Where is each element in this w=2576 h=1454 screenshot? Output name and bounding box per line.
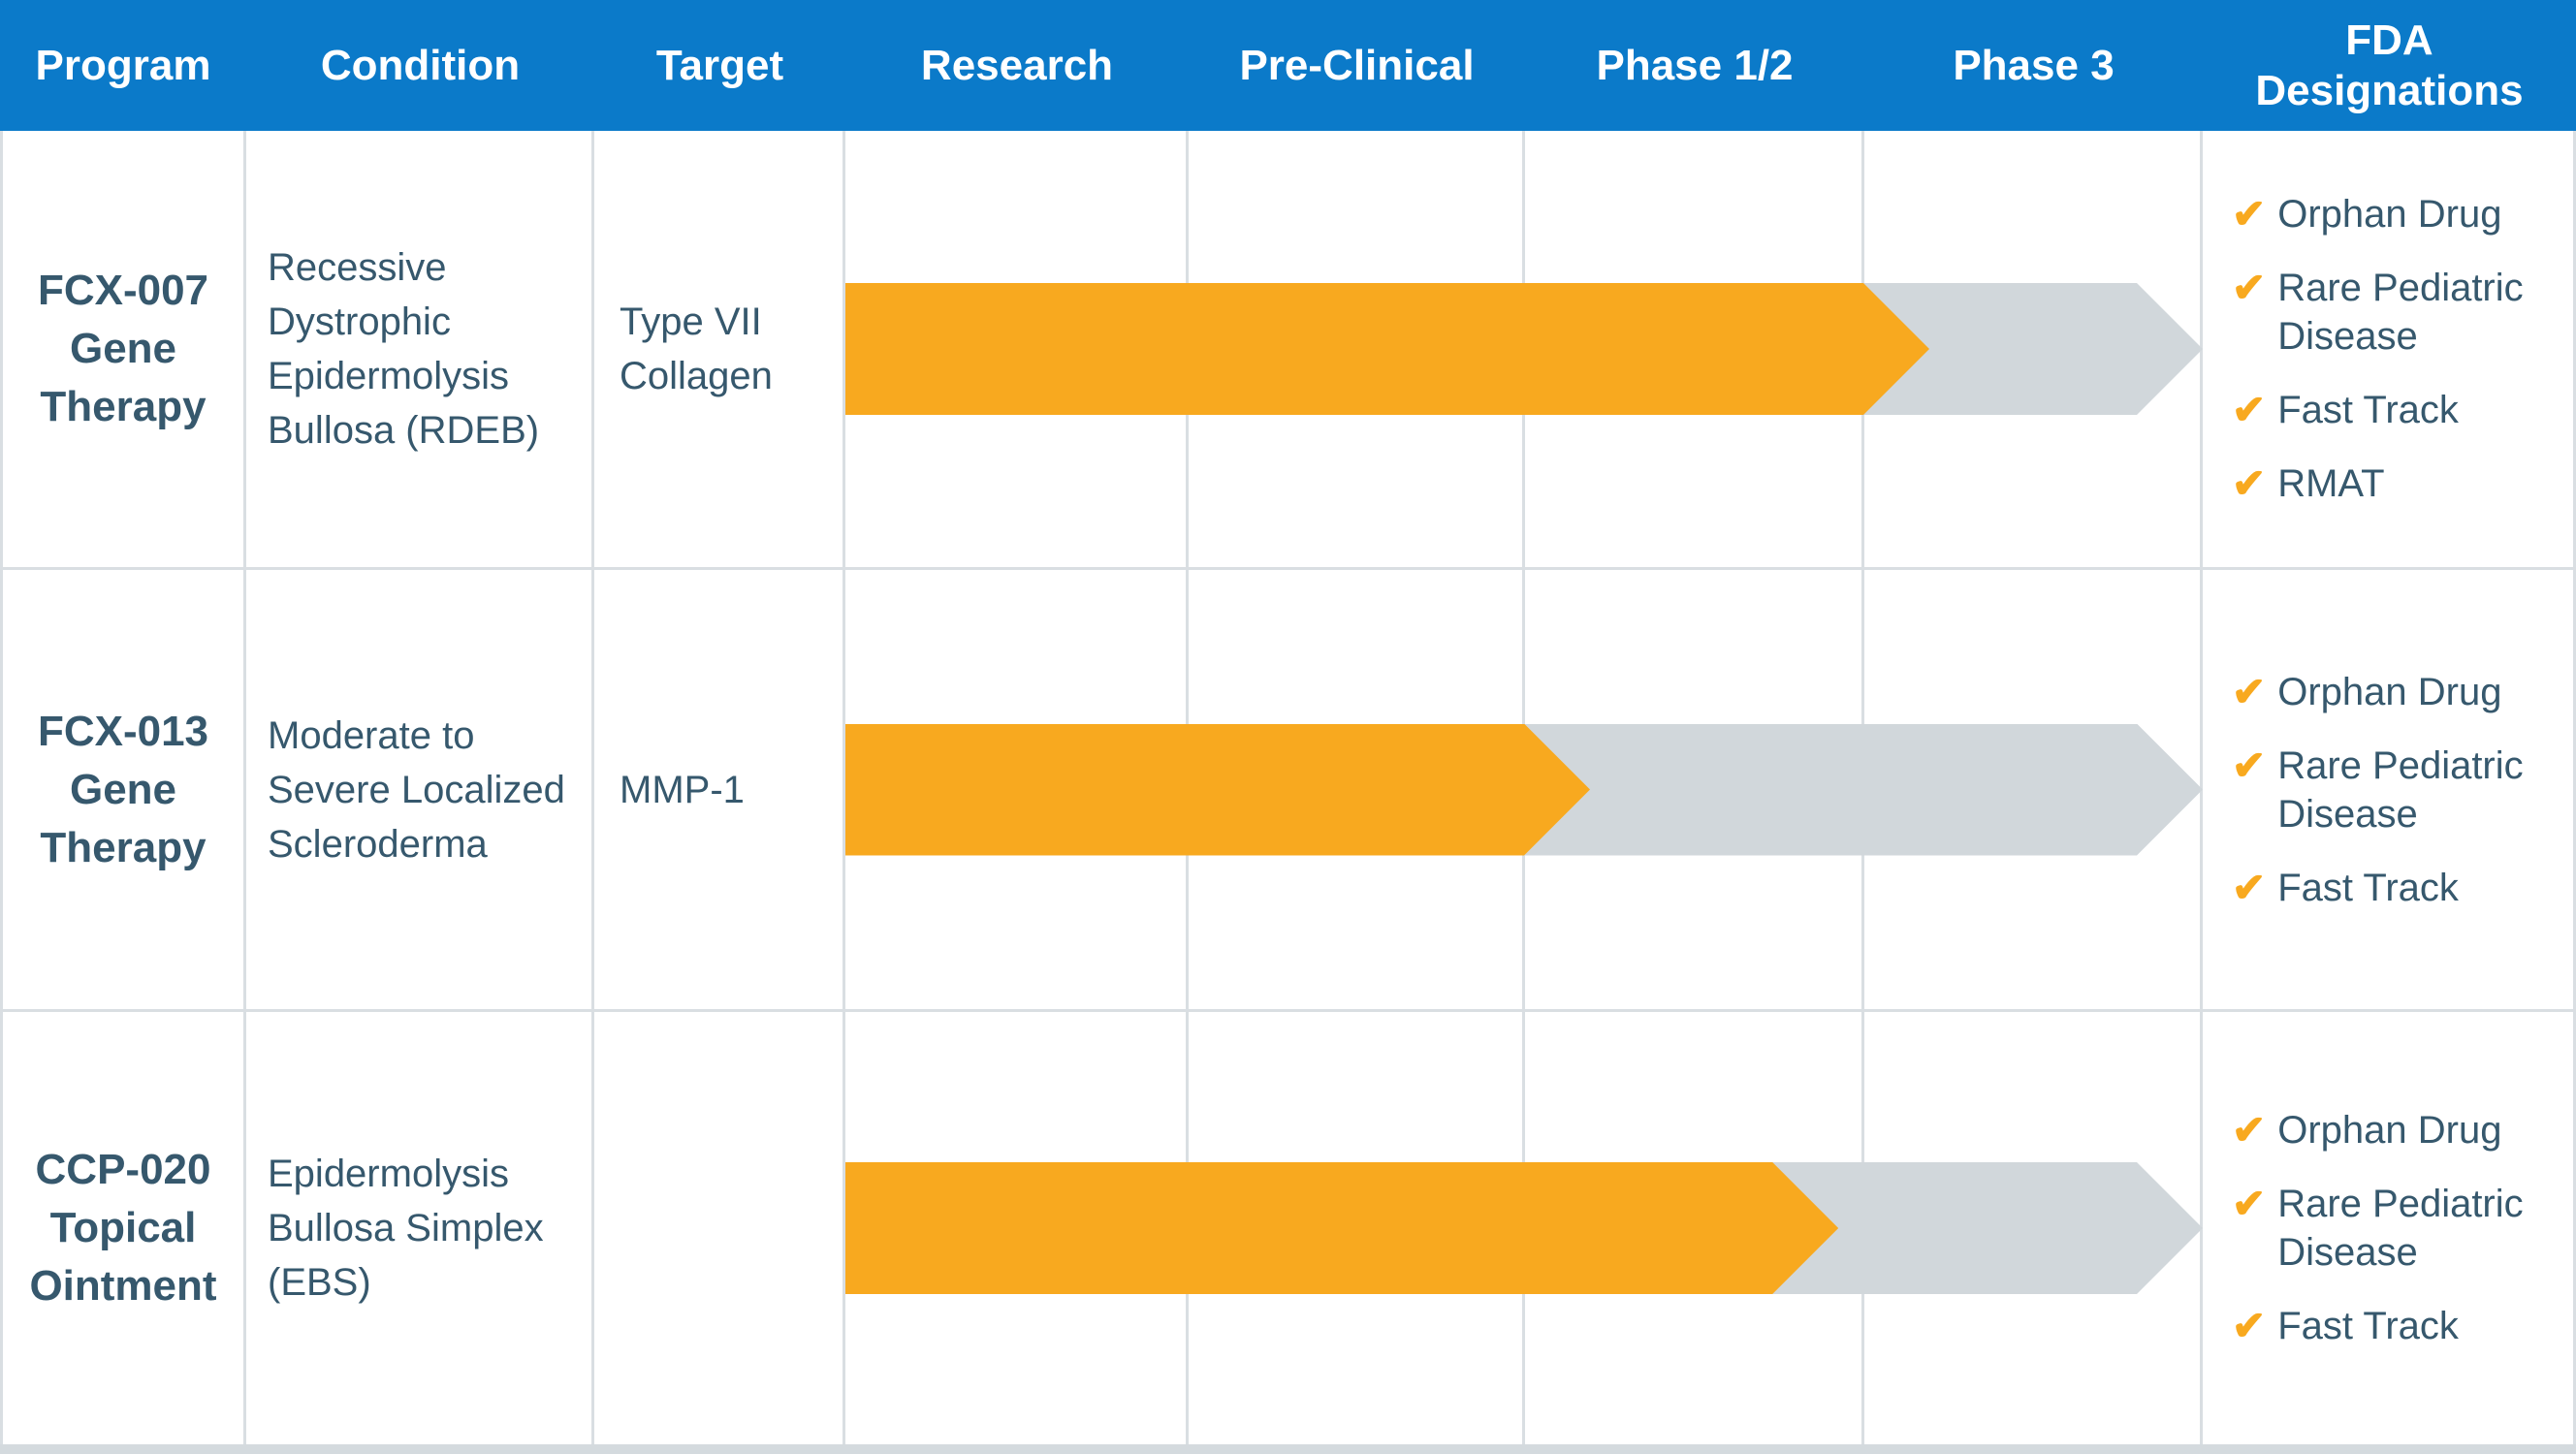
table-row-fcx-007: FCX-007 Gene Therapy Recessive Dystrophi… xyxy=(0,131,2576,570)
column-header-target: Target xyxy=(655,41,784,89)
program-name: FCX-013 Gene Therapy xyxy=(0,570,246,1009)
fda-designation-label: Rare Pediatric Disease xyxy=(2277,1183,2524,1274)
program-name: FCX-007 Gene Therapy xyxy=(0,131,246,567)
fda-designation-label: Orphan Drug xyxy=(2277,1109,2502,1152)
fda-designation-item: ✔ Fast Track xyxy=(2232,864,2565,912)
table-body: FCX-007 Gene Therapy Recessive Dystrophi… xyxy=(0,131,2576,1454)
column-header-preclinical: Pre-Clinical xyxy=(1239,41,1475,89)
program-name: CCP-020 Topical Ointment xyxy=(0,1012,246,1444)
progress-arrow-track xyxy=(845,724,2203,856)
check-icon: ✔ xyxy=(2232,191,2267,237)
check-icon: ✔ xyxy=(2232,460,2267,506)
fda-designation-item: ✔ Rare Pediatric Disease xyxy=(2232,264,2565,361)
condition-text: Epidermolysis Bullosa Simplex (EBS) xyxy=(246,1012,594,1444)
fda-designation-label: Orphan Drug xyxy=(2277,670,2502,713)
fda-designation-label: RMAT xyxy=(2277,462,2385,505)
fda-designation-label: Rare Pediatric Disease xyxy=(2277,267,2524,358)
check-icon: ✔ xyxy=(2232,1303,2267,1348)
progress-arrow-completed xyxy=(845,1162,1838,1294)
target-text xyxy=(594,1012,845,1444)
progress-arrow-completed xyxy=(845,283,1929,415)
fda-designation-label: Fast Track xyxy=(2277,1305,2459,1347)
column-header-research: Research xyxy=(920,41,1114,89)
fda-designation-item: ✔ Fast Track xyxy=(2232,386,2565,434)
column-header-phase12: Phase 1/2 xyxy=(1596,41,1794,89)
table-row-fcx-013: FCX-013 Gene Therapy Moderate to Severe … xyxy=(0,570,2576,1012)
fda-designation-item: ✔ Orphan Drug xyxy=(2232,668,2565,716)
check-icon: ✔ xyxy=(2232,864,2267,910)
progress-arrow-completed xyxy=(845,724,1590,856)
column-header-condition: Condition xyxy=(320,41,521,89)
fda-designation-label: Orphan Drug xyxy=(2277,193,2502,236)
fda-designation-item: ✔ Rare Pediatric Disease xyxy=(2232,742,2565,838)
check-icon: ✔ xyxy=(2232,1181,2267,1226)
table-header-row: Program Condition Target Research Pre-Cl… xyxy=(0,0,2576,131)
fda-designation-item: ✔ Orphan Drug xyxy=(2232,190,2565,238)
check-icon: ✔ xyxy=(2232,387,2267,432)
table-row-ccp-020: CCP-020 Topical Ointment Epidermolysis B… xyxy=(0,1012,2576,1444)
fda-designation-label: Fast Track xyxy=(2277,389,2459,431)
fda-designations-list: ✔ Orphan Drug ✔ Rare Pediatric Disease ✔… xyxy=(2203,570,2576,1009)
check-icon: ✔ xyxy=(2232,668,2267,714)
fda-designations-list: ✔ Orphan Drug ✔ Rare Pediatric Disease ✔… xyxy=(2203,1012,2576,1444)
target-text: Type VII Collagen xyxy=(594,131,845,567)
column-header-program: Program xyxy=(35,41,211,89)
fda-designation-item: ✔ RMAT xyxy=(2232,459,2565,508)
check-icon: ✔ xyxy=(2232,1107,2267,1153)
fda-designation-item: ✔ Orphan Drug xyxy=(2232,1106,2565,1154)
fda-designation-label: Rare Pediatric Disease xyxy=(2277,743,2524,836)
condition-text: Recessive Dystrophic Epidermolysis Bullo… xyxy=(246,131,594,567)
column-header-fda-designations: FDA Designations xyxy=(2255,16,2524,114)
target-text: MMP-1 xyxy=(594,570,845,1009)
fda-designation-item: ✔ Fast Track xyxy=(2232,1302,2565,1350)
check-icon: ✔ xyxy=(2232,265,2267,310)
check-icon: ✔ xyxy=(2232,742,2267,788)
fda-designation-label: Fast Track xyxy=(2277,866,2459,909)
progress-arrow-track xyxy=(845,283,2203,415)
progress-arrow-track xyxy=(845,1162,2203,1294)
fda-designation-item: ✔ Rare Pediatric Disease xyxy=(2232,1180,2565,1277)
fda-designations-list: ✔ Orphan Drug ✔ Rare Pediatric Disease ✔… xyxy=(2203,131,2576,567)
column-header-phase3: Phase 3 xyxy=(1953,41,2115,89)
condition-text: Moderate to Severe Localized Scleroderma xyxy=(246,570,594,1009)
